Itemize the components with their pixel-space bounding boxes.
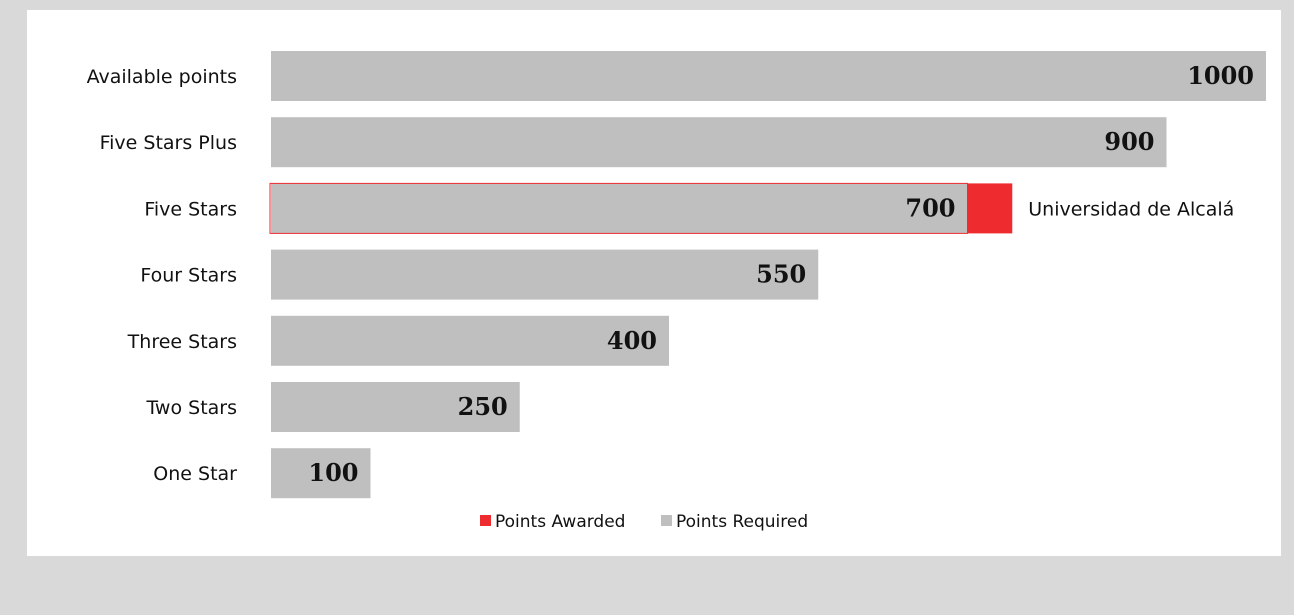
legend-swatch-points-required	[661, 515, 672, 526]
category-label-three-stars: Three Stars	[127, 331, 237, 353]
category-label-two-stars: Two Stars	[145, 397, 237, 419]
bar-points-required-one-star	[271, 448, 371, 499]
bar-points-required-four-stars	[271, 249, 819, 300]
bar-points-required-available-points	[271, 51, 1266, 101]
labels-layer: Available points 1000 Five Stars Plus 900 Fi…	[87, 61, 1254, 487]
bar-points-required-two-stars	[271, 382, 520, 432]
legend-label-points-awarded: Points Awarded	[495, 512, 625, 532]
bar-points-required-five-stars-plus	[271, 117, 1167, 168]
legend-swatch-points-awarded	[480, 515, 491, 526]
category-label-one-star: One Star	[153, 463, 237, 485]
category-label-four-stars: Four Stars	[140, 265, 237, 287]
bars-layer	[269, 51, 1266, 499]
annotation-label: Universidad de Alcalá	[1028, 198, 1234, 220]
bar-outline-five-stars	[269, 182, 968, 234]
category-label-five-stars: Five Stars	[144, 198, 237, 220]
bar-points-required-three-stars	[271, 315, 669, 366]
legend: Points Awarded Points Required	[480, 512, 808, 532]
bar-points-required-five-stars	[271, 183, 968, 234]
value-label-five-stars: 700	[905, 193, 955, 222]
category-label-available-points: Available points	[87, 66, 237, 88]
legend-label-points-required: Points Required	[676, 512, 808, 532]
value-label-three-stars: 400	[607, 326, 657, 355]
value-label-available-points: 1000	[1187, 61, 1254, 90]
value-label-two-stars: 250	[458, 392, 508, 421]
value-label-four-stars: 550	[756, 260, 806, 289]
value-label-five-stars-plus: 900	[1104, 127, 1154, 156]
category-label-five-stars-plus: Five Stars Plus	[100, 132, 237, 154]
bar-points-awarded-five-stars	[967, 183, 1013, 234]
value-label-one-star: 100	[308, 458, 358, 487]
